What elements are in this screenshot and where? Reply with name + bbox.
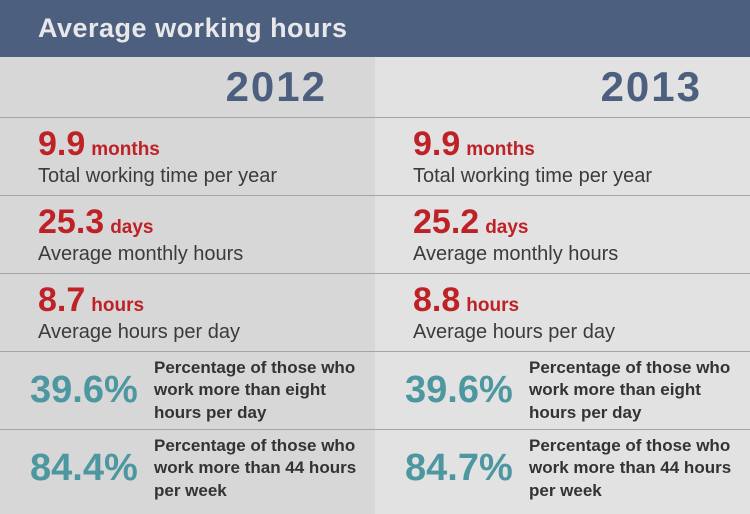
percent-value: 84.7%: [405, 447, 513, 489]
percent-row-44-hours-2012: 84.4% Percentage of those who work more …: [0, 429, 375, 507]
year-band-2012: 2012: [0, 57, 375, 117]
stat-row-monthly-hours-2012: 25.3 days Average monthly hours: [0, 195, 375, 273]
stat-unit: days: [110, 216, 154, 238]
column-2013: 2013 9.9 months Total working time per ye…: [375, 57, 750, 514]
percent-value: 39.6%: [30, 369, 138, 411]
page-title: Average working hours: [38, 13, 348, 43]
stat-value: 8.8: [413, 280, 461, 319]
stat-value: 9.9: [38, 124, 86, 163]
stat-unit: hours: [91, 294, 145, 316]
stat-label: Average hours per day: [413, 320, 615, 343]
percent-label: Percentage of those who work more than e…: [529, 358, 731, 422]
stat-row-hours-per-day-2013: 8.8 hours Average hours per day: [375, 273, 750, 351]
stat-row-monthly-hours-2013: 25.2 days Average monthly hours: [375, 195, 750, 273]
header: Average working hours: [0, 0, 750, 57]
stat-label: Average hours per day: [38, 320, 240, 343]
stat-value: 25.3: [38, 202, 105, 241]
year-band-2013: 2013: [375, 57, 750, 117]
year-label-2012: 2012: [225, 63, 327, 110]
stat-unit: days: [485, 216, 529, 238]
comparison-columns: 2012 9.9 months Total working time per ye…: [0, 57, 750, 514]
stat-label: Average monthly hours: [38, 242, 244, 265]
stat-row-total-working-time-2013: 9.9 months Total working time per year: [375, 117, 750, 195]
stat-row-total-working-time-2012: 9.9 months Total working time per year: [0, 117, 375, 195]
stat-value: 25.2: [413, 202, 480, 241]
stat-unit: months: [91, 138, 160, 160]
stat-label: Average monthly hours: [413, 242, 619, 265]
percent-label: Percentage of those who work more than e…: [154, 358, 356, 422]
stat-label: Total working time per year: [413, 164, 652, 187]
percent-row-eight-hours-2012: 39.6% Percentage of those who work more …: [0, 351, 375, 429]
year-label-2013: 2013: [600, 63, 702, 110]
stat-value: 8.7: [38, 280, 86, 319]
column-2012: 2012 9.9 months Total working time per ye…: [0, 57, 375, 514]
percent-value: 39.6%: [405, 369, 513, 411]
stat-unit: months: [466, 138, 535, 160]
stat-unit: hours: [466, 294, 520, 316]
stat-row-hours-per-day-2012: 8.7 hours Average hours per day: [0, 273, 375, 351]
percent-row-eight-hours-2013: 39.6% Percentage of those who work more …: [375, 351, 750, 429]
percent-label: Percentage of those who work more than 4…: [154, 436, 357, 500]
stat-label: Total working time per year: [38, 164, 277, 187]
percent-row-44-hours-2013: 84.7% Percentage of those who work more …: [375, 429, 750, 507]
percent-label: Percentage of those who work more than 4…: [529, 436, 732, 500]
stat-value: 9.9: [413, 124, 461, 163]
percent-value: 84.4%: [30, 447, 138, 489]
